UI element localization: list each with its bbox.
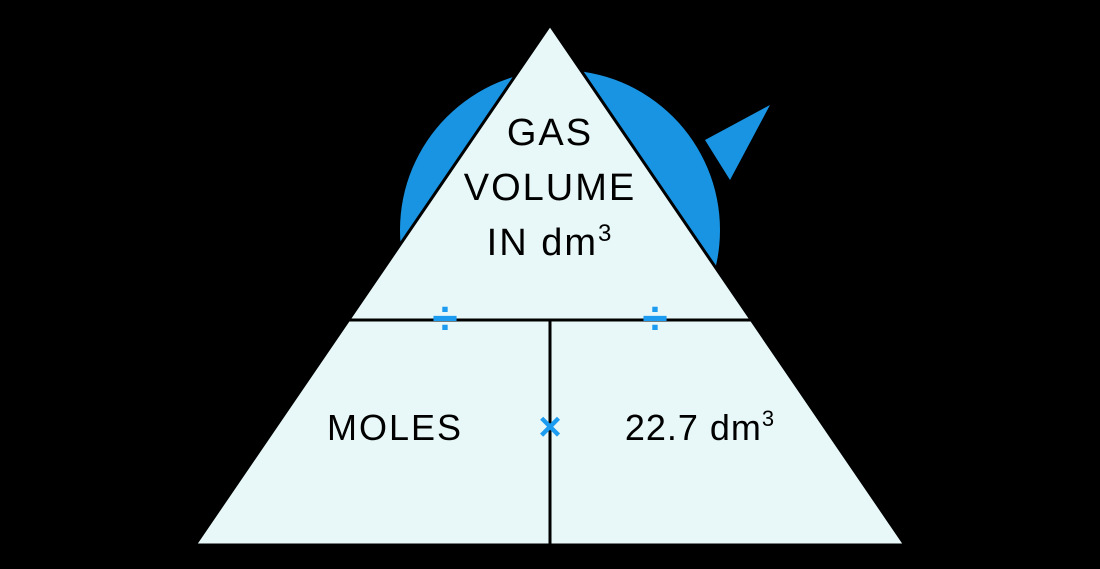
top-label-line2: VOLUME bbox=[464, 167, 636, 209]
bottom-right-unit: dm bbox=[710, 407, 762, 448]
divide-icon-right: ÷ bbox=[642, 292, 667, 344]
top-label-line3-sup: 3 bbox=[598, 220, 613, 247]
bottom-right-value: 22.7 bbox=[625, 407, 710, 448]
divide-icon-left: ÷ bbox=[432, 292, 457, 344]
top-label-line3: IN dm3 bbox=[487, 220, 614, 264]
formula-triangle: GAS VOLUME IN dm3 ÷ ÷ × MOLES 22.7 dm3 bbox=[195, 25, 905, 545]
bottom-left-label: MOLES bbox=[327, 407, 463, 448]
bottom-right-label: 22.7 dm3 bbox=[625, 406, 775, 448]
top-label-line3-unit: dm bbox=[541, 222, 598, 264]
gas-volume-triangle-diagram: GAS VOLUME IN dm3 ÷ ÷ × MOLES 22.7 dm3 bbox=[0, 0, 1100, 569]
top-label-line1: GAS bbox=[507, 112, 593, 154]
bottom-right-sup: 3 bbox=[762, 406, 775, 431]
multiply-icon: × bbox=[538, 405, 561, 449]
top-label-line3-prefix: IN bbox=[487, 222, 542, 264]
